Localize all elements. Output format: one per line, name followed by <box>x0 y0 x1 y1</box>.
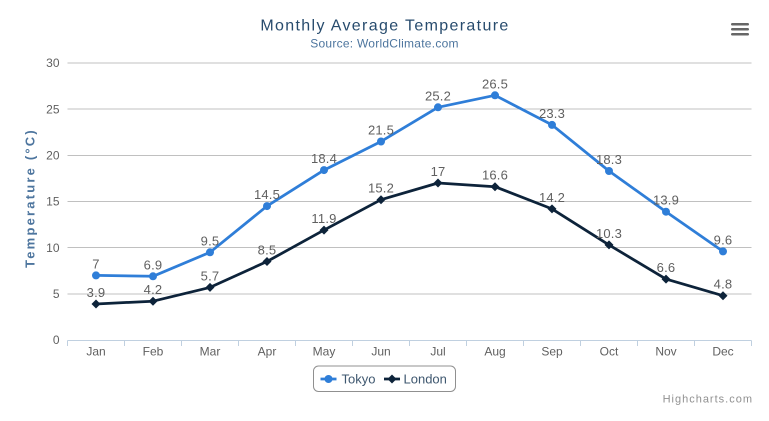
svg-text:5: 5 <box>53 287 60 301</box>
svg-text:Jan: Jan <box>86 345 105 359</box>
svg-text:Aug: Aug <box>484 345 505 359</box>
svg-text:25: 25 <box>46 102 60 116</box>
svg-text:Apr: Apr <box>258 345 277 359</box>
svg-text:Temperature (°C): Temperature (°C) <box>23 128 38 268</box>
svg-text:8.5: 8.5 <box>258 243 277 258</box>
svg-text:11.9: 11.9 <box>311 211 336 226</box>
svg-text:Sep: Sep <box>541 345 563 359</box>
svg-text:14.5: 14.5 <box>254 187 280 202</box>
svg-text:Oct: Oct <box>600 345 619 359</box>
svg-text:10.3: 10.3 <box>596 226 622 241</box>
svg-text:10: 10 <box>46 241 60 255</box>
svg-text:Jul: Jul <box>430 345 445 359</box>
svg-text:Highcharts.com: Highcharts.com <box>663 394 753 406</box>
svg-text:Tokyo: Tokyo <box>342 372 376 387</box>
svg-text:4.8: 4.8 <box>714 277 733 292</box>
svg-text:Feb: Feb <box>143 345 164 359</box>
svg-text:Dec: Dec <box>712 345 733 359</box>
svg-text:Jun: Jun <box>371 345 390 359</box>
svg-text:26.5: 26.5 <box>482 76 508 91</box>
svg-text:9.6: 9.6 <box>714 232 733 247</box>
svg-text:4.2: 4.2 <box>144 282 163 297</box>
svg-text:15.2: 15.2 <box>368 181 394 196</box>
svg-text:20: 20 <box>46 149 60 163</box>
svg-text:Nov: Nov <box>655 345 676 359</box>
svg-text:Source: WorldClimate.com: Source: WorldClimate.com <box>310 37 459 51</box>
svg-text:23.3: 23.3 <box>539 106 565 121</box>
svg-text:7: 7 <box>92 256 99 271</box>
svg-text:May: May <box>313 345 336 359</box>
svg-text:15: 15 <box>46 195 60 209</box>
svg-text:16.6: 16.6 <box>482 168 508 183</box>
svg-text:9.5: 9.5 <box>201 233 220 248</box>
svg-text:25.2: 25.2 <box>425 88 451 103</box>
svg-text:13.9: 13.9 <box>653 193 679 208</box>
svg-text:3.9: 3.9 <box>87 285 106 300</box>
svg-text:5.7: 5.7 <box>201 268 220 283</box>
svg-text:30: 30 <box>46 56 60 70</box>
svg-text:London: London <box>404 372 447 387</box>
svg-text:6.9: 6.9 <box>144 257 163 272</box>
svg-text:Monthly Average Temperature: Monthly Average Temperature <box>260 18 509 35</box>
svg-text:18.3: 18.3 <box>596 152 622 167</box>
svg-text:21.5: 21.5 <box>368 123 394 138</box>
svg-text:Mar: Mar <box>200 345 221 359</box>
svg-text:0: 0 <box>53 333 60 347</box>
svg-text:14.2: 14.2 <box>539 190 565 205</box>
svg-text:17: 17 <box>431 164 446 179</box>
svg-text:6.6: 6.6 <box>657 260 676 275</box>
svg-text:18.4: 18.4 <box>311 151 337 166</box>
